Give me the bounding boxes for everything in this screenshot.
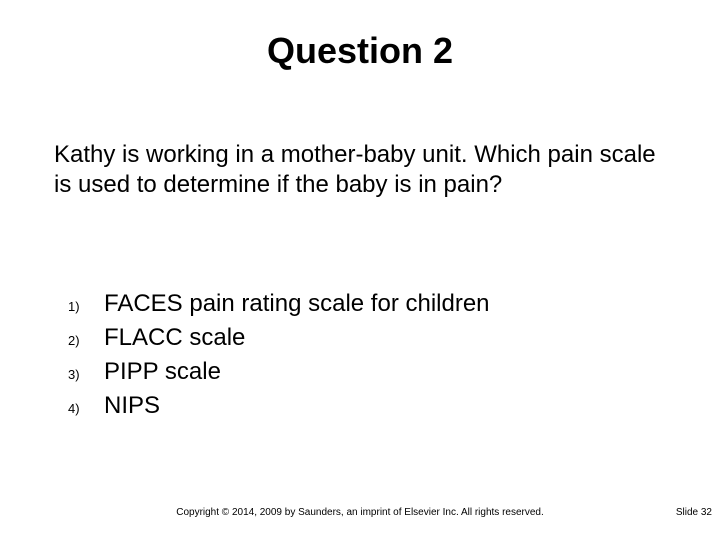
option-text: FACES pain rating scale for children <box>104 290 490 318</box>
options-list: 1) FACES pain rating scale for children … <box>68 290 648 426</box>
option-text: FLACC scale <box>104 324 245 352</box>
option-number: 2) <box>68 333 104 348</box>
slide-title: Question 2 <box>0 30 720 72</box>
slide-container: Question 2 Kathy is working in a mother-… <box>0 0 720 540</box>
option-text: PIPP scale <box>104 358 221 386</box>
option-number: 3) <box>68 367 104 382</box>
copyright-text: Copyright © 2014, 2009 by Saunders, an i… <box>0 507 720 518</box>
option-number: 1) <box>68 299 104 314</box>
slide-number: Slide 32 <box>676 507 712 518</box>
option-row: 3) PIPP scale <box>68 358 648 386</box>
option-row: 2) FLACC scale <box>68 324 648 352</box>
option-row: 1) FACES pain rating scale for children <box>68 290 648 318</box>
option-row: 4) NIPS <box>68 392 648 420</box>
option-number: 4) <box>68 401 104 416</box>
question-text: Kathy is working in a mother-baby unit. … <box>54 140 666 200</box>
option-text: NIPS <box>104 392 160 420</box>
